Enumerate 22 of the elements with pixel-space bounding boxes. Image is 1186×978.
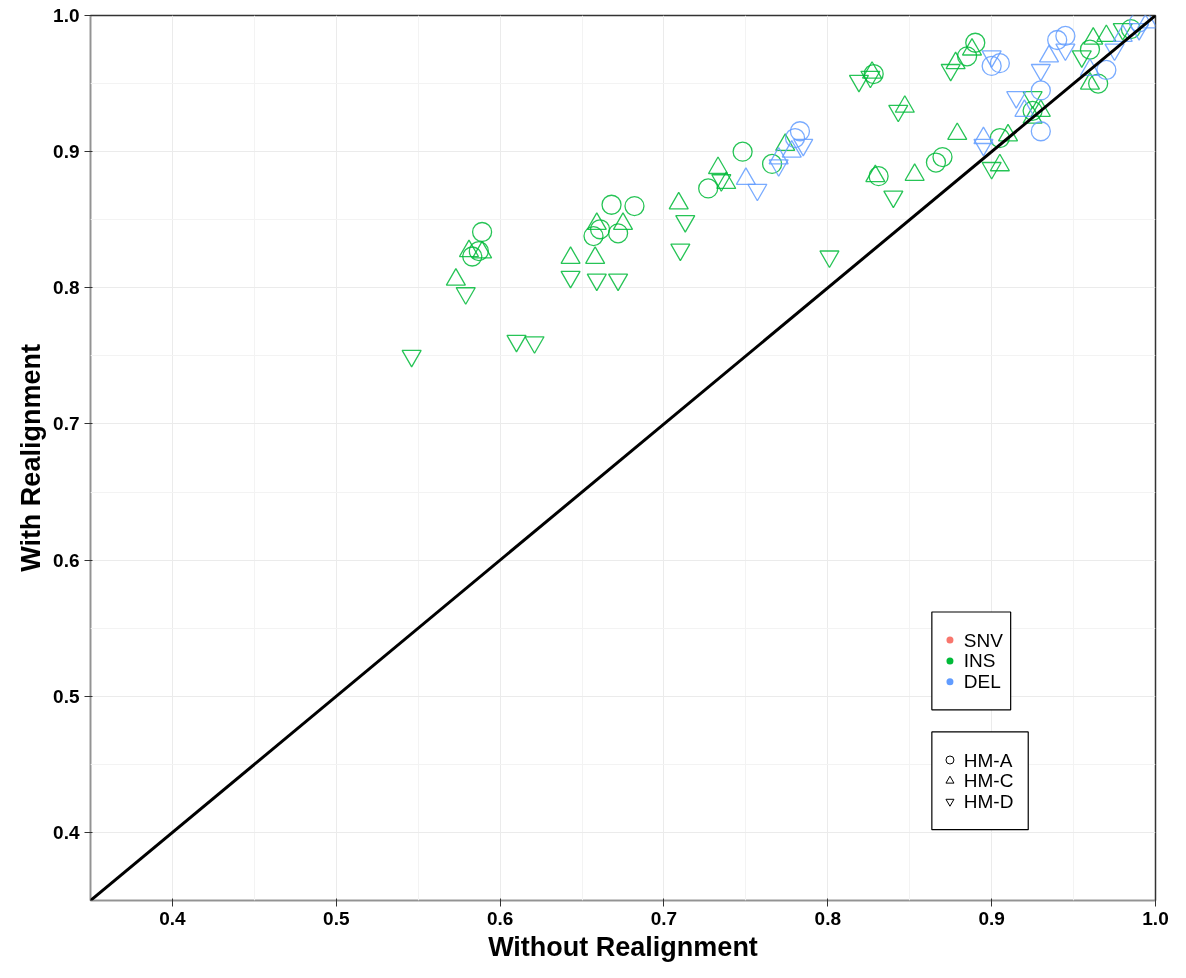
x-tick-label: 0.5 [323, 907, 350, 929]
x-tick-label: 0.4 [159, 907, 187, 929]
x-tick-label: 0.9 [978, 907, 1005, 929]
x-tick-label: 1.0 [1142, 907, 1169, 929]
y-tick-label: 0.9 [53, 141, 80, 163]
x-axis-title: Without Realignment [488, 931, 758, 962]
y-tick-label: 0.6 [53, 549, 80, 571]
y-tick-label: 0.4 [53, 821, 80, 843]
y-tick-label: 0.5 [53, 685, 80, 707]
legend-label: HM-D [963, 791, 1014, 813]
legend-label: HM-C [963, 770, 1014, 792]
x-tick-label: 0.7 [650, 907, 678, 929]
y-tick-label: 1.0 [53, 5, 80, 26]
y-axis-title: With Realignment [16, 344, 47, 572]
x-tick-label: 0.6 [486, 907, 514, 929]
legend-label: INS [963, 650, 996, 672]
legend-label: SNV [963, 629, 1004, 651]
y-tick-label: 0.7 [53, 413, 80, 435]
x-tick-label: 0.8 [814, 907, 842, 929]
legend-label: DEL [963, 671, 1001, 693]
y-tick-label: 0.8 [53, 277, 80, 299]
legend-label: HM-A [963, 749, 1013, 771]
